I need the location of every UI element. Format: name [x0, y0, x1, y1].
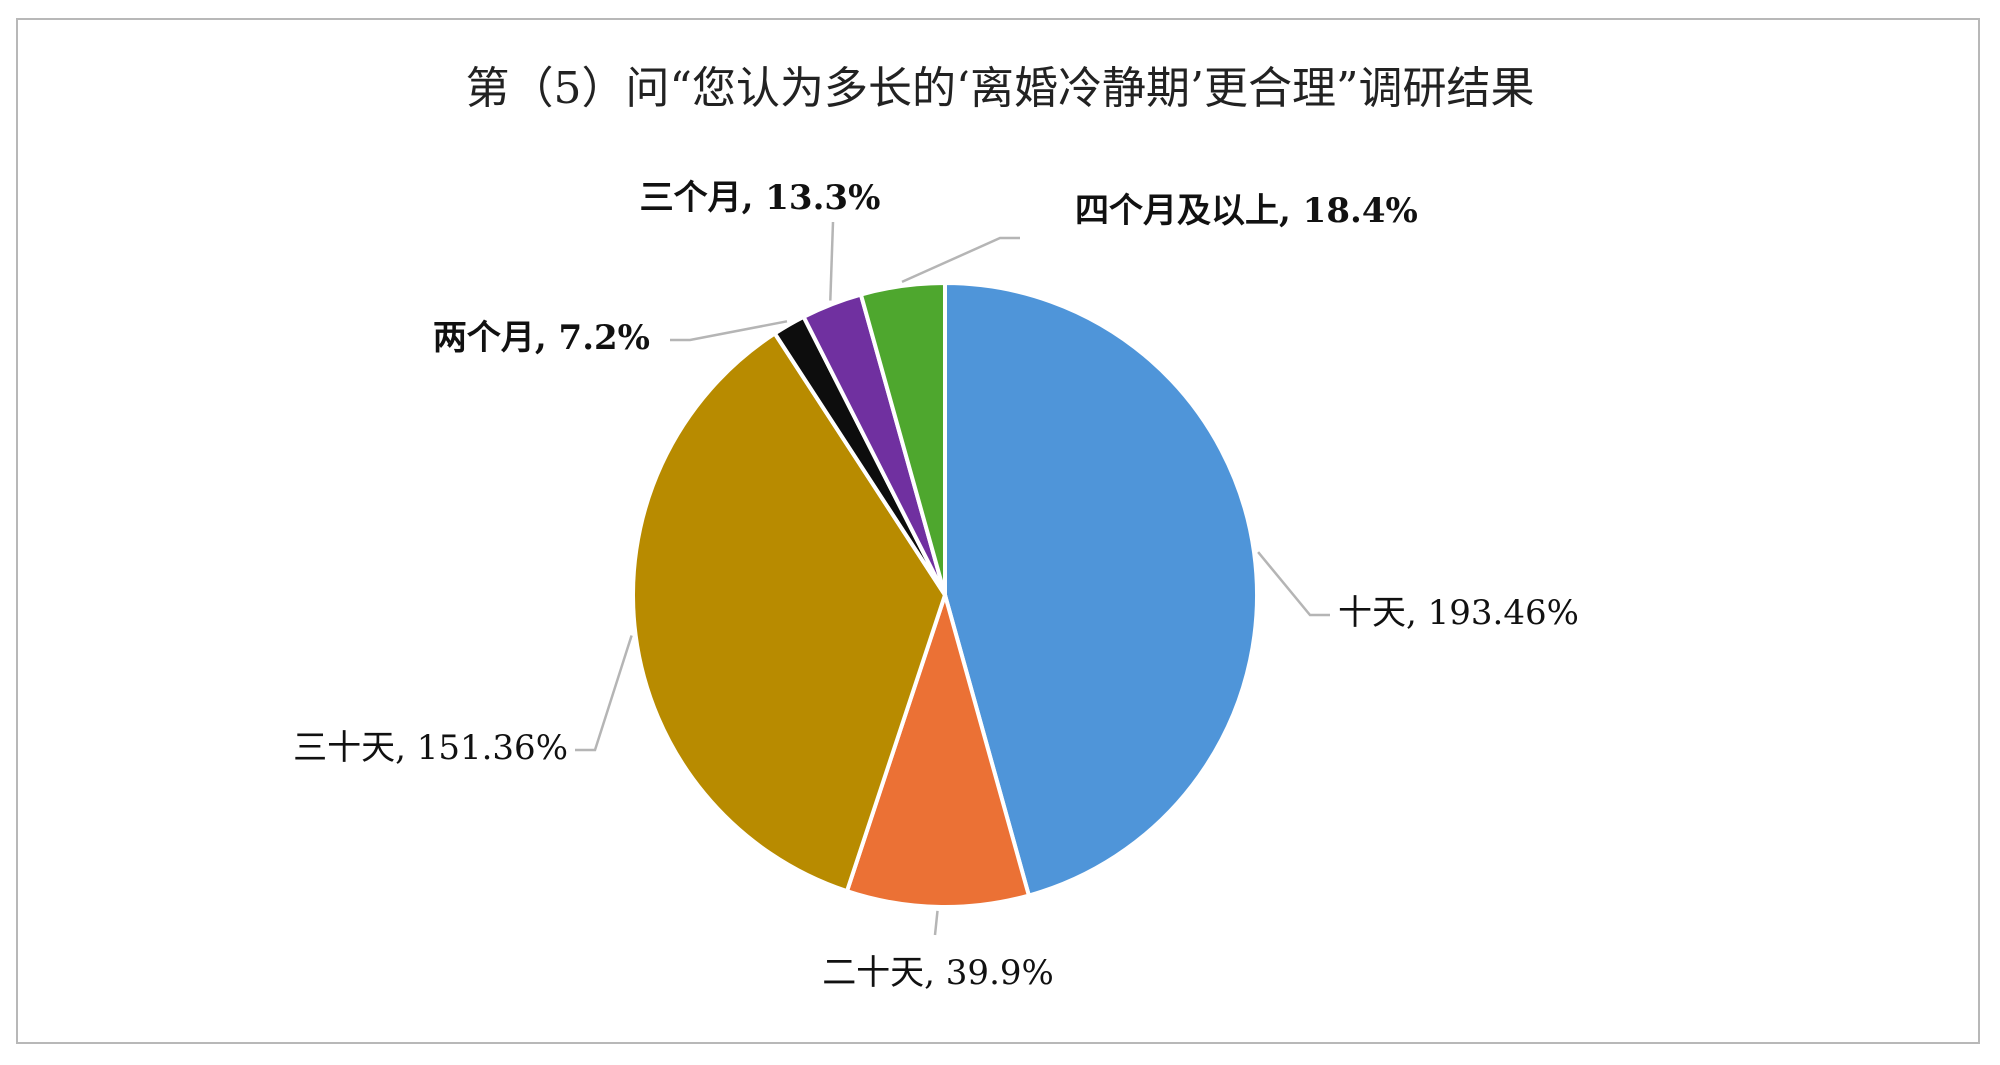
leader-line-1: [1257, 551, 1330, 617]
data-label-1: 十天, 193.46%: [1338, 593, 1579, 633]
data-label-3: 三十天, 151.36%: [293, 728, 568, 768]
pie-slice-1: [943, 281, 1259, 898]
pie-slice-3: [631, 331, 947, 894]
leader-line-6: [901, 236, 1020, 284]
chart-title: 第（5）问“您认为多长的‘离婚冷静期’更合理”调研结果: [465, 63, 1535, 114]
pie-slice-2: [844, 593, 1031, 910]
leader-line-2: [933, 910, 939, 936]
pie-slice-6: [858, 281, 947, 597]
data-label-6: 四个月及以上, 18.4%: [1075, 191, 1418, 231]
leader-line-4: [670, 320, 788, 342]
data-label-2: 二十天, 39.9%: [822, 953, 1054, 993]
data-label-5: 三个月, 13.3%: [640, 178, 881, 218]
leader-line-3: [575, 635, 633, 752]
chart-frame: [16, 18, 1980, 1044]
leader-line-5: [829, 221, 835, 301]
data-label-4: 两个月, 7.2%: [433, 318, 650, 358]
